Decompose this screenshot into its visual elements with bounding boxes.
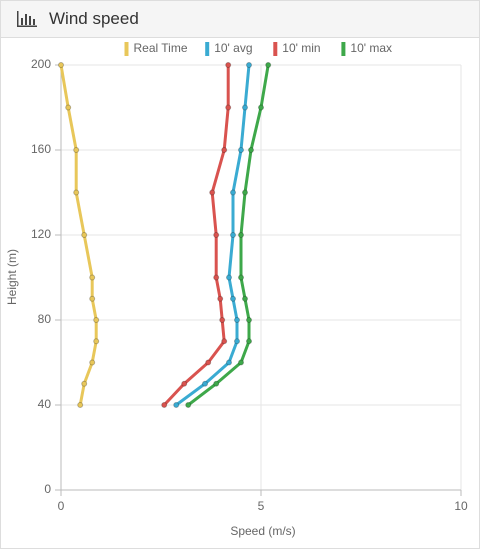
data-point [202, 380, 208, 387]
panel-title: Wind speed [49, 9, 139, 28]
data-point [246, 317, 252, 323]
data-point [238, 232, 244, 238]
data-point [89, 359, 96, 366]
legend-swatch [273, 42, 278, 56]
data-point [93, 338, 100, 345]
data-point [230, 295, 236, 302]
y-tick-label: 40 [38, 397, 52, 411]
data-point [173, 402, 180, 408]
y-tick-label: 160 [31, 142, 51, 156]
data-point [65, 104, 72, 111]
data-point [73, 189, 80, 196]
data-point [226, 274, 232, 281]
legend-label: 10' min [282, 41, 320, 55]
x-tick-label: 0 [58, 499, 65, 513]
data-point [265, 62, 272, 68]
data-point [238, 359, 244, 366]
data-point [81, 232, 88, 238]
x-tick-label: 10 [454, 499, 468, 513]
data-point [185, 402, 192, 408]
x-axis-label: Speed (m/s) [230, 524, 295, 538]
data-point [238, 274, 244, 281]
data-point [221, 147, 228, 153]
data-point [181, 380, 188, 387]
data-point [81, 380, 88, 387]
data-point [242, 189, 248, 196]
data-point [230, 232, 236, 238]
legend-swatch [205, 42, 210, 56]
data-point [213, 232, 220, 238]
data-point [246, 338, 252, 345]
series-line [59, 64, 98, 406]
y-tick-label: 120 [31, 227, 51, 241]
data-point [230, 189, 236, 196]
data-point [209, 189, 216, 196]
data-point [225, 104, 232, 111]
chart-icon [17, 11, 37, 27]
data-point [219, 317, 226, 323]
data-point [73, 147, 80, 153]
x-tick-label: 5 [258, 499, 265, 513]
series-line [163, 65, 230, 407]
legend-label: 10' avg [214, 41, 252, 55]
data-point [258, 104, 264, 111]
legend-swatch [341, 42, 346, 56]
panel-header: Wind speed [1, 1, 479, 38]
data-point [234, 317, 240, 323]
data-point [234, 338, 240, 345]
y-axis-label: Height (m) [5, 249, 19, 305]
y-tick-label: 200 [31, 57, 51, 71]
data-point [213, 274, 220, 281]
data-point [89, 295, 96, 302]
data-point [213, 380, 220, 387]
data-point [89, 274, 96, 281]
legend-label: 10' max [350, 41, 392, 55]
data-point [242, 104, 248, 111]
data-point [161, 402, 168, 408]
data-point [217, 295, 224, 302]
data-point [226, 359, 232, 366]
data-point [248, 147, 254, 153]
legend-label: Real Time [134, 41, 188, 55]
data-point [205, 359, 212, 366]
legend-swatch [124, 42, 129, 56]
data-point [221, 338, 228, 345]
data-point [58, 62, 64, 68]
series-line [187, 64, 270, 407]
series-line [175, 64, 251, 407]
y-tick-label: 0 [44, 482, 51, 496]
data-point [77, 402, 84, 408]
data-point [242, 295, 248, 302]
data-point [225, 62, 232, 68]
data-point [238, 147, 244, 153]
data-point [246, 62, 252, 68]
data-point [93, 317, 100, 323]
y-tick-label: 80 [38, 312, 52, 326]
